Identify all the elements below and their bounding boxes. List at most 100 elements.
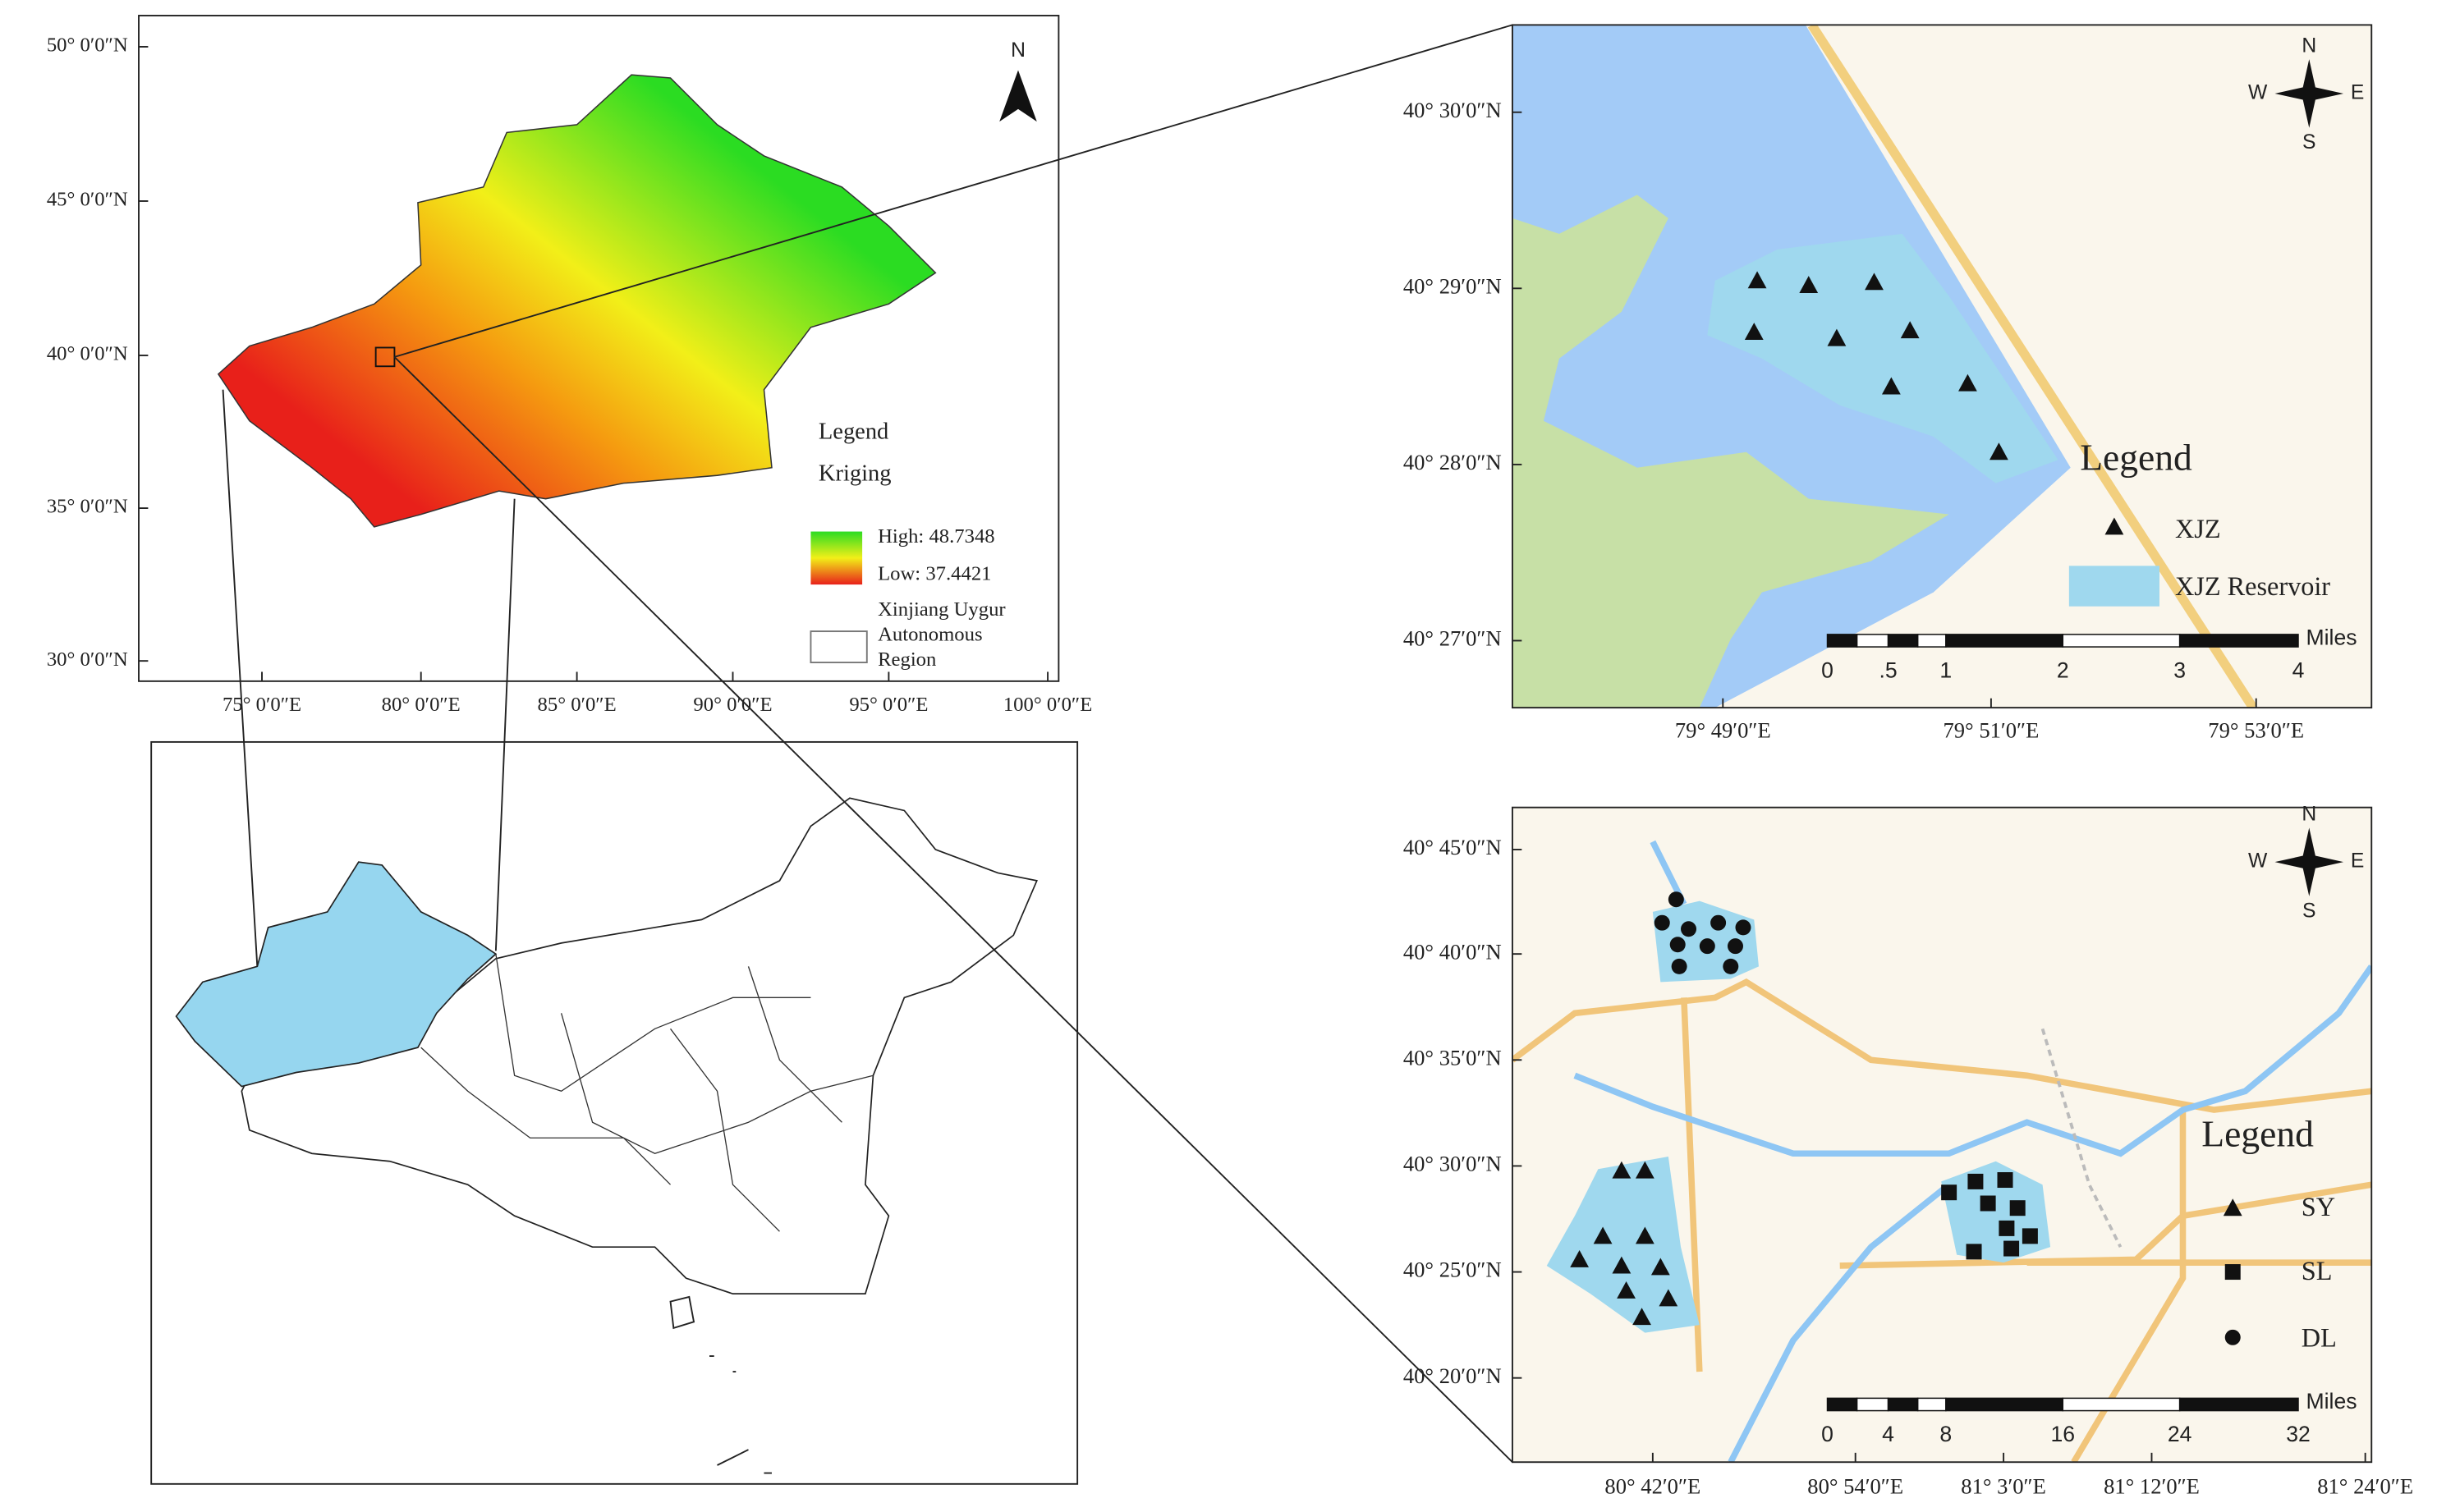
sample-sy bbox=[1570, 1249, 1589, 1267]
islands bbox=[709, 1355, 772, 1474]
lat-label: 40° 0′0″N bbox=[47, 343, 128, 365]
sample-xjz bbox=[1990, 442, 2008, 460]
reservoir bbox=[1707, 233, 2058, 483]
sample-xjz bbox=[1747, 271, 1767, 289]
sample-sy bbox=[1650, 1258, 1670, 1276]
lon-label: 75° 0′0″E bbox=[223, 694, 301, 716]
sample-sl bbox=[1966, 1244, 1982, 1260]
compass bbox=[2274, 827, 2344, 896]
lat-label: 35° 0′0″N bbox=[47, 496, 128, 518]
sample-sl bbox=[2003, 1240, 2020, 1257]
legend-reservoir bbox=[2068, 566, 2159, 607]
legend-symbol bbox=[2223, 1198, 2242, 1216]
scale-segment bbox=[2178, 1397, 2299, 1412]
scale-label: 8 bbox=[1939, 1422, 1952, 1446]
legend-symbol bbox=[2224, 1329, 2241, 1345]
legend-high: High: 48.7348 bbox=[878, 525, 995, 548]
north-label: N bbox=[1011, 39, 1026, 62]
compass-e: E bbox=[2351, 81, 2364, 103]
reservoir-sy bbox=[1546, 1157, 1700, 1333]
sample-dl bbox=[1699, 938, 1715, 955]
sample-xjz bbox=[1744, 323, 1764, 340]
sample-sl bbox=[1980, 1195, 1996, 1212]
sample-dl bbox=[1723, 958, 1739, 974]
sample-sy bbox=[1593, 1226, 1613, 1244]
lon-label: 81° 24′0″E bbox=[2317, 1474, 2413, 1499]
lon-label: 79° 51′0″E bbox=[1943, 718, 2039, 743]
scale-segment bbox=[2178, 634, 2299, 648]
compass-n: N bbox=[2302, 804, 2316, 826]
compass-w: W bbox=[2248, 850, 2268, 873]
scale-label: 4 bbox=[2292, 657, 2305, 682]
scale-segment bbox=[2062, 1397, 2181, 1412]
legend-symbol bbox=[2224, 1264, 2241, 1281]
lon-label: 100° 0′0″E bbox=[1003, 694, 1092, 716]
scale-label: 24 bbox=[2168, 1422, 2192, 1446]
scale-unit: Miles bbox=[2306, 1389, 2357, 1413]
sample-dl bbox=[1669, 937, 1686, 953]
sample-xjz bbox=[1827, 328, 1847, 346]
legend-region: Region bbox=[878, 648, 936, 671]
compass-s: S bbox=[2302, 131, 2315, 153]
legend-region-box bbox=[810, 630, 868, 664]
hainan bbox=[669, 1295, 695, 1330]
lat-label: 40° 27′0″N bbox=[1403, 626, 1502, 651]
lat-label: 50° 0′0″N bbox=[47, 34, 128, 57]
lat-label: 40° 30′0″N bbox=[1403, 98, 1502, 122]
scale-label: 1 bbox=[1939, 657, 1952, 682]
lon-label: 85° 0′0″E bbox=[538, 694, 617, 716]
legend-title: Legend bbox=[2080, 437, 2192, 479]
scale-segment bbox=[1916, 1397, 1947, 1412]
sample-xjz bbox=[1881, 377, 1901, 395]
legend-symbol bbox=[2104, 517, 2124, 535]
sample-sl bbox=[2009, 1200, 2026, 1216]
lat-label: 40° 30′0″N bbox=[1403, 1152, 1502, 1176]
scale-segment bbox=[1826, 1397, 1858, 1412]
legend-item: SY bbox=[2302, 1192, 2335, 1221]
sample-sy bbox=[1635, 1161, 1654, 1179]
lon-label: 80° 54′0″E bbox=[1807, 1474, 1903, 1499]
sample-sy bbox=[1635, 1226, 1654, 1244]
xjz-points bbox=[1744, 271, 2008, 460]
compass-s: S bbox=[2302, 900, 2315, 922]
legend-subtitle: Kriging bbox=[819, 461, 892, 487]
sample-sy bbox=[1659, 1289, 1678, 1307]
sample-dl bbox=[1710, 914, 1727, 931]
lat-label: 40° 35′0″N bbox=[1403, 1045, 1502, 1070]
sample-sy bbox=[1632, 1308, 1651, 1326]
sample-sy bbox=[1617, 1281, 1636, 1299]
lon-label: 80° 42′0″E bbox=[1604, 1474, 1700, 1499]
sample-sl bbox=[2022, 1228, 2038, 1244]
scale-label: 4 bbox=[1882, 1422, 1894, 1446]
scale-segment bbox=[1826, 634, 1858, 648]
scale-segment bbox=[2062, 634, 2181, 648]
frame bbox=[1511, 806, 2373, 1464]
china-outline bbox=[241, 797, 1038, 1294]
legend-item: SL bbox=[2302, 1256, 2333, 1285]
legend-gradient bbox=[810, 531, 863, 585]
compass-n: N bbox=[2302, 34, 2316, 57]
legend-title: Legend bbox=[819, 419, 888, 444]
connector-lines bbox=[222, 24, 1513, 1463]
compass-w: W bbox=[2248, 81, 2268, 103]
scale-label: 3 bbox=[2173, 657, 2186, 682]
scale-label: 0 bbox=[1821, 657, 1833, 682]
xinjiang-region bbox=[175, 861, 498, 1088]
lon-label: 95° 0′0″E bbox=[849, 694, 928, 716]
province-borders bbox=[420, 954, 874, 1232]
sample-points bbox=[1570, 891, 2038, 1326]
sample-sy bbox=[1612, 1161, 1632, 1179]
legend-item: DL bbox=[2302, 1323, 2337, 1353]
road bbox=[1807, 25, 2257, 708]
compass-e: E bbox=[2351, 850, 2364, 873]
sample-sl bbox=[1967, 1173, 1984, 1189]
xinjiang-kriging bbox=[217, 74, 937, 528]
scale-segment bbox=[1945, 1397, 2064, 1412]
lon-label: 81° 3′0″E bbox=[1961, 1474, 2046, 1499]
scale-segment bbox=[1916, 634, 1947, 648]
sample-xjz bbox=[1900, 321, 1920, 339]
legend-item: XJZ Reservoir bbox=[2175, 571, 2330, 601]
scale-unit: Miles bbox=[2306, 625, 2357, 650]
lon-label: 79° 53′0″E bbox=[2208, 718, 2304, 743]
